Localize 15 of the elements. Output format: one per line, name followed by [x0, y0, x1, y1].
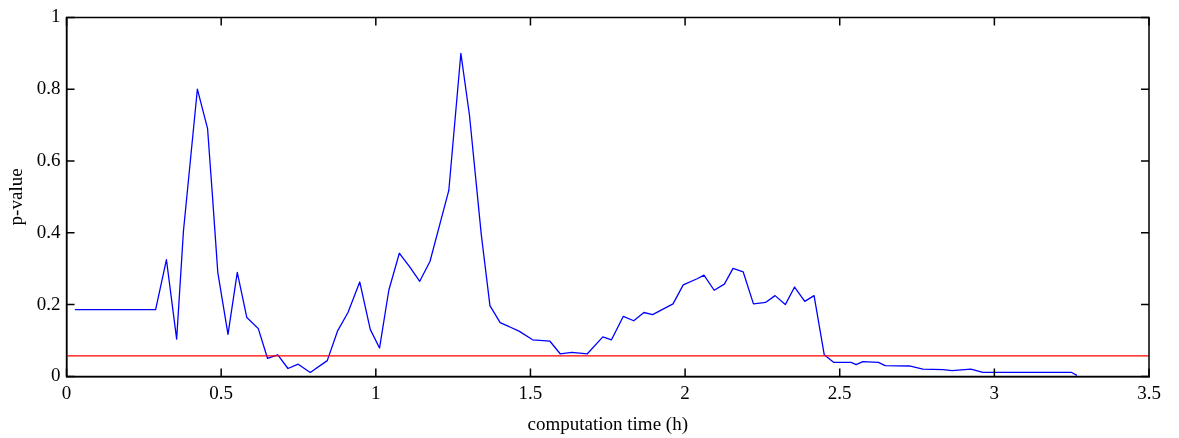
- y-tick-label: 0.8: [36, 77, 61, 99]
- x-tick-label: 2.5: [827, 381, 852, 403]
- y-axis-title: p-value: [5, 168, 27, 226]
- y-tick-label: 0: [51, 364, 61, 386]
- x-tick-label: 1.5: [518, 381, 543, 403]
- x-tick-label: 3.5: [1137, 381, 1161, 403]
- x-tick-label: 2: [680, 381, 690, 403]
- x-tick-label: 3: [989, 381, 1000, 403]
- x-axis-title: computation time (h): [527, 412, 688, 435]
- y-tick-label: 0.4: [36, 220, 62, 242]
- x-tick-label: 0.5: [209, 381, 234, 403]
- y-tick-label: 0.6: [36, 148, 61, 170]
- x-tick-label: 1: [371, 381, 381, 403]
- y-tick-label: 0.2: [36, 292, 61, 314]
- y-tick-label: 1: [51, 5, 61, 27]
